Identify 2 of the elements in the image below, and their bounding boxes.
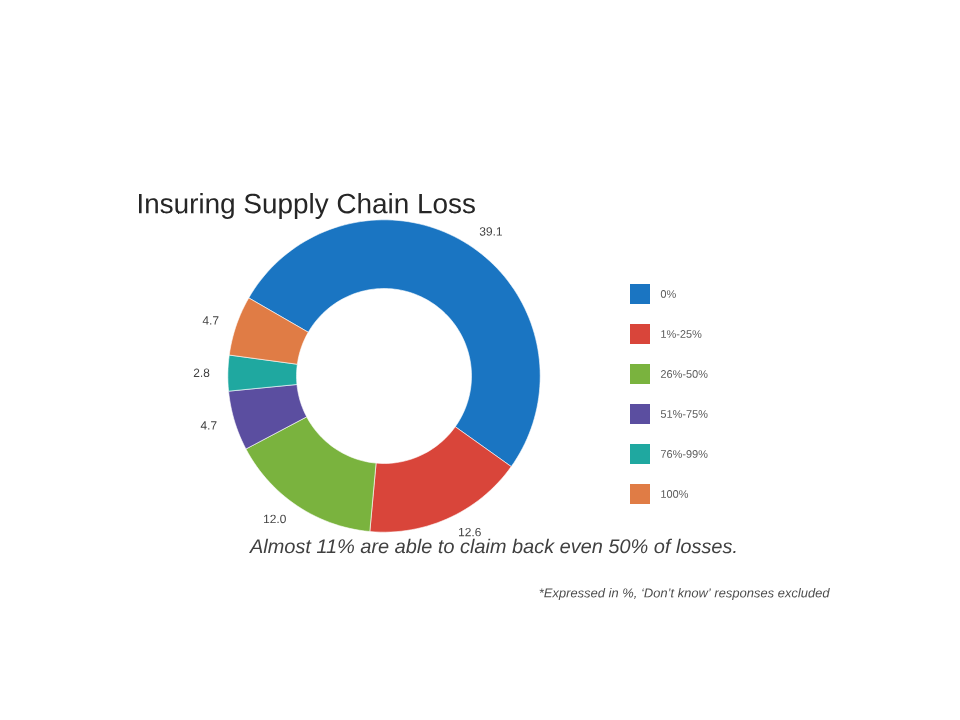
text: Almost 11% are able to claim back even 50% of losses.	[249, 538, 736, 554]
chart-title: Insuring Supply Chain Loss	[138, 192, 475, 219]
